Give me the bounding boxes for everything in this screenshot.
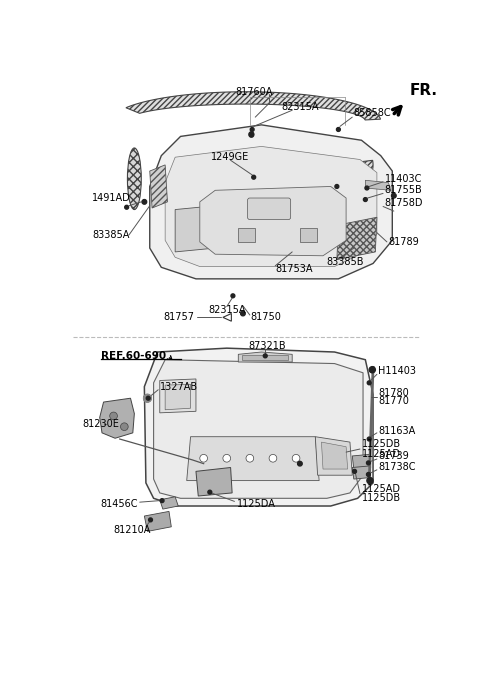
Circle shape	[249, 133, 254, 137]
Polygon shape	[160, 379, 196, 413]
Polygon shape	[238, 352, 292, 362]
Text: 81780: 81780	[378, 388, 409, 398]
Circle shape	[240, 311, 245, 316]
Circle shape	[335, 185, 339, 188]
Circle shape	[367, 381, 371, 384]
Text: 81789: 81789	[388, 237, 419, 247]
Circle shape	[231, 294, 235, 298]
Text: 81750: 81750	[251, 312, 281, 322]
Text: 81456C: 81456C	[101, 499, 138, 509]
Ellipse shape	[127, 148, 141, 210]
Polygon shape	[154, 359, 363, 498]
Text: 81760A: 81760A	[235, 87, 272, 96]
Polygon shape	[322, 442, 348, 469]
Text: 85858C: 85858C	[354, 108, 391, 118]
Circle shape	[208, 490, 212, 494]
Polygon shape	[144, 348, 373, 506]
Polygon shape	[352, 466, 371, 479]
Circle shape	[149, 518, 153, 522]
Circle shape	[367, 477, 373, 484]
Circle shape	[336, 128, 340, 131]
Circle shape	[246, 455, 254, 462]
Text: 1249GE: 1249GE	[211, 152, 250, 162]
Text: 1125AD: 1125AD	[361, 484, 400, 494]
Text: 81210A: 81210A	[114, 525, 151, 535]
Circle shape	[120, 423, 128, 430]
Text: 87321B: 87321B	[249, 341, 287, 351]
Polygon shape	[196, 468, 232, 496]
Polygon shape	[126, 92, 381, 120]
Circle shape	[292, 455, 300, 462]
Bar	[238, 228, 255, 242]
Text: 83385B: 83385B	[327, 257, 364, 267]
Polygon shape	[150, 165, 168, 208]
Circle shape	[298, 462, 302, 466]
Text: 1327AB: 1327AB	[160, 382, 198, 391]
Polygon shape	[165, 146, 377, 266]
Circle shape	[367, 437, 371, 441]
Text: 1125AD: 1125AD	[361, 448, 400, 459]
Polygon shape	[144, 511, 171, 532]
Text: 82315A: 82315A	[281, 102, 319, 112]
Polygon shape	[352, 455, 371, 469]
Circle shape	[365, 186, 369, 190]
Polygon shape	[100, 398, 134, 438]
Polygon shape	[315, 437, 352, 475]
Circle shape	[269, 455, 277, 462]
Circle shape	[363, 198, 367, 201]
Circle shape	[144, 394, 151, 402]
Text: FR.: FR.	[410, 83, 438, 98]
Circle shape	[249, 132, 254, 137]
FancyBboxPatch shape	[248, 198, 291, 219]
Circle shape	[146, 396, 150, 400]
Circle shape	[392, 194, 396, 198]
Text: REF.60-690: REF.60-690	[101, 351, 167, 361]
Circle shape	[367, 461, 371, 465]
Text: H11403: H11403	[378, 366, 417, 376]
Polygon shape	[175, 205, 215, 252]
Text: 81739: 81739	[378, 451, 409, 461]
Polygon shape	[150, 125, 392, 279]
Text: 1125DB: 1125DB	[361, 439, 401, 450]
Circle shape	[142, 200, 147, 204]
Text: 81755B: 81755B	[384, 185, 422, 195]
Polygon shape	[200, 187, 346, 256]
Text: 82315A: 82315A	[208, 305, 245, 314]
Circle shape	[250, 128, 254, 131]
Circle shape	[264, 354, 267, 358]
Polygon shape	[165, 384, 191, 409]
Text: 81753A: 81753A	[275, 264, 313, 274]
Circle shape	[110, 412, 118, 420]
Circle shape	[125, 205, 129, 209]
Circle shape	[223, 455, 230, 462]
Text: 1125DB: 1125DB	[361, 493, 401, 503]
Text: 81770: 81770	[378, 396, 409, 406]
Text: 1125DA: 1125DA	[237, 499, 276, 509]
Circle shape	[369, 366, 375, 373]
Bar	[242, 355, 288, 360]
Text: 81757: 81757	[163, 312, 194, 322]
Text: 1491AD: 1491AD	[92, 193, 131, 203]
Circle shape	[252, 176, 256, 179]
Circle shape	[367, 473, 371, 476]
Text: 81163A: 81163A	[378, 425, 416, 436]
Polygon shape	[349, 160, 373, 191]
Circle shape	[160, 499, 164, 502]
Text: 81738C: 81738C	[378, 462, 416, 472]
Bar	[300, 228, 317, 242]
Text: 83385A: 83385A	[92, 230, 130, 240]
Polygon shape	[160, 497, 178, 509]
Circle shape	[353, 469, 357, 473]
Text: 81230E: 81230E	[83, 418, 120, 429]
Circle shape	[200, 455, 207, 462]
Text: 81758D: 81758D	[384, 198, 423, 208]
Text: 11403C: 11403C	[384, 174, 422, 184]
Polygon shape	[365, 180, 391, 190]
Polygon shape	[187, 437, 319, 481]
Polygon shape	[337, 217, 377, 260]
